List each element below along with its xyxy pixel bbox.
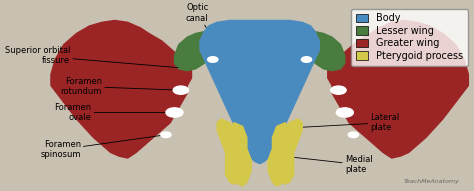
Polygon shape xyxy=(217,119,243,184)
Polygon shape xyxy=(268,123,290,186)
Ellipse shape xyxy=(166,108,183,117)
Polygon shape xyxy=(51,20,191,158)
Text: Superior orbital
fissure: Superior orbital fissure xyxy=(5,46,178,68)
Text: Foramen
rotundum: Foramen rotundum xyxy=(61,77,178,96)
Polygon shape xyxy=(302,30,345,71)
Text: TeachMeAnatomy: TeachMeAnatomy xyxy=(404,179,460,184)
Text: Foramen
ovale: Foramen ovale xyxy=(55,103,172,122)
Polygon shape xyxy=(200,20,319,163)
Text: Optic
canal: Optic canal xyxy=(186,3,222,53)
Ellipse shape xyxy=(337,108,353,117)
Ellipse shape xyxy=(348,132,358,138)
Legend: Body, Lesser wing, Greater wing, Pterygoid process: Body, Lesser wing, Greater wing, Pterygo… xyxy=(351,9,468,66)
Polygon shape xyxy=(174,30,217,71)
Text: Lateral
plate: Lateral plate xyxy=(303,113,400,132)
Ellipse shape xyxy=(301,57,311,62)
Ellipse shape xyxy=(331,86,346,94)
Text: Foramen
spinosum: Foramen spinosum xyxy=(40,135,163,159)
Polygon shape xyxy=(230,123,251,186)
Polygon shape xyxy=(277,119,302,184)
Ellipse shape xyxy=(161,132,171,138)
Polygon shape xyxy=(328,20,468,158)
Text: Medial
plate: Medial plate xyxy=(277,155,373,174)
Ellipse shape xyxy=(173,86,189,94)
Ellipse shape xyxy=(208,57,218,62)
